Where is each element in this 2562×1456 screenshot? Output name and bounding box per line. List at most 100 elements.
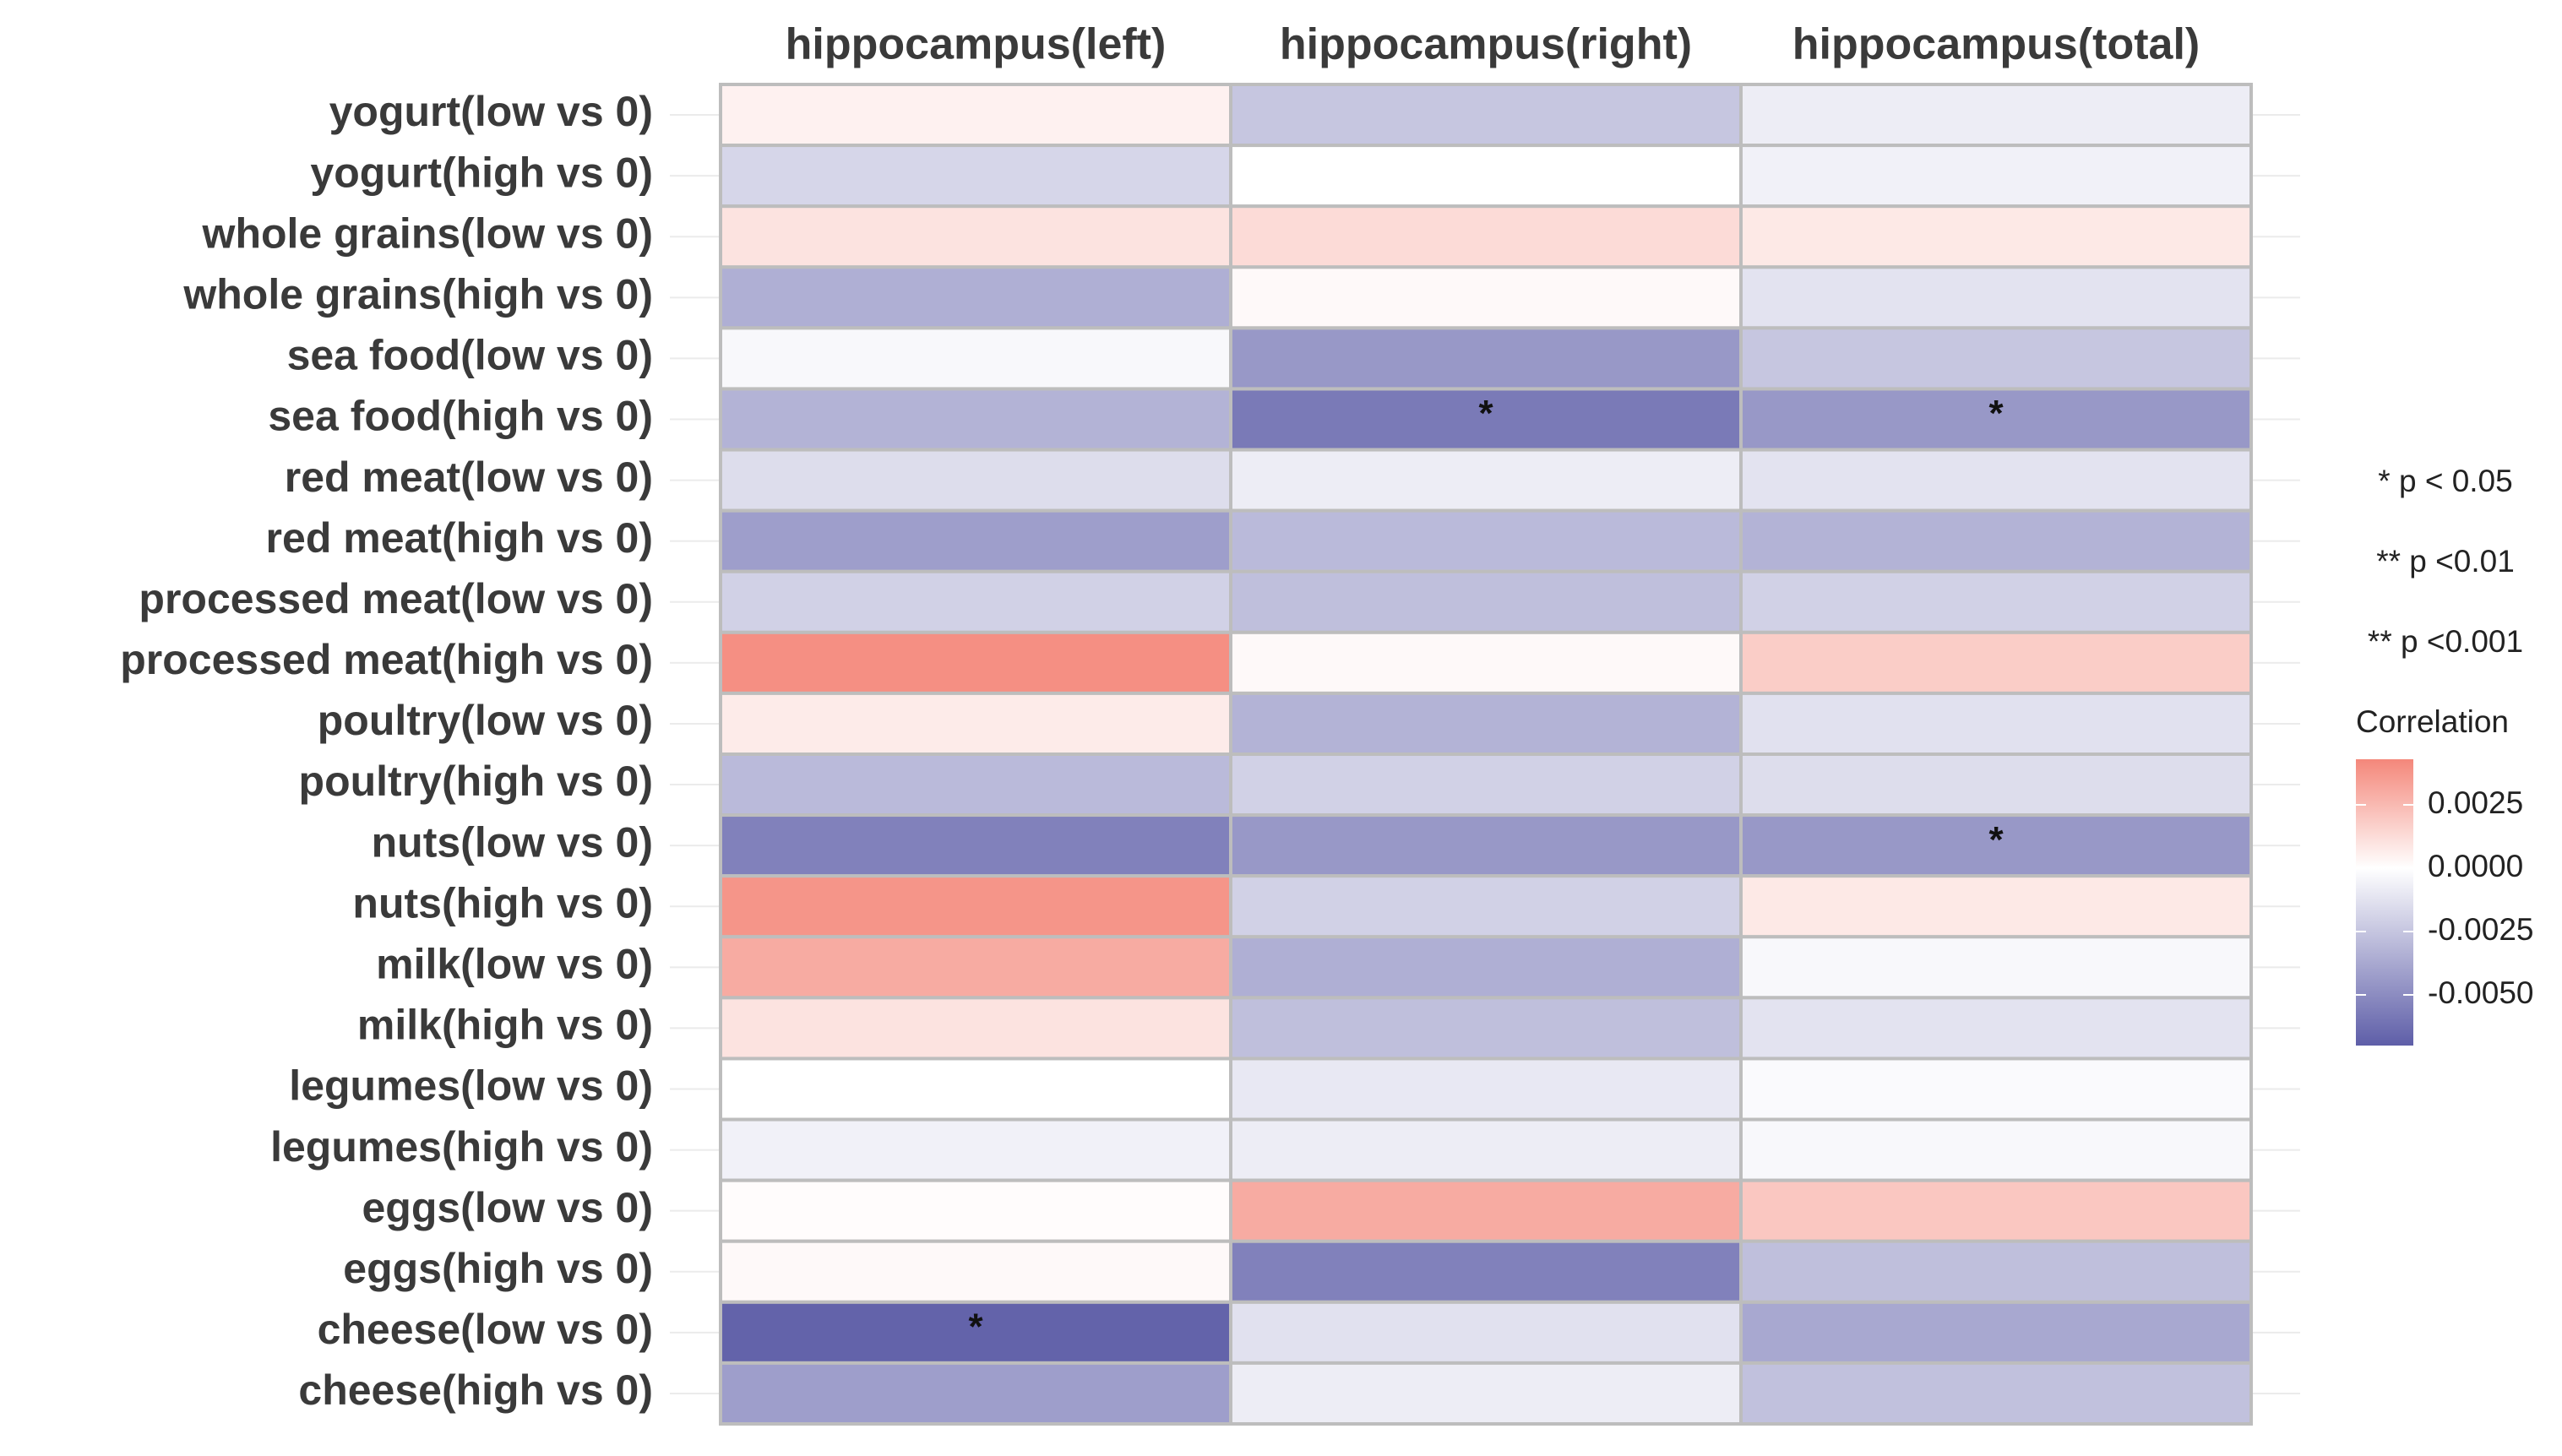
colorbar-tick-label: -0.0050 — [2428, 975, 2534, 1010]
heatmap-cell — [719, 630, 1232, 695]
heatmap-cell — [1739, 630, 2253, 695]
row-label: milk(low vs 0) — [376, 941, 653, 988]
heatmap-cell — [1229, 1361, 1743, 1426]
legend-title: Correlation — [2356, 704, 2509, 739]
heatmap-cell — [719, 448, 1232, 513]
heatmap-cell — [1229, 630, 1743, 695]
row-label: red meat(high vs 0) — [266, 514, 653, 562]
row-label: milk(high vs 0) — [357, 1002, 653, 1049]
heatmap-cell — [1739, 752, 2253, 818]
heatmap-cell — [1229, 691, 1743, 757]
heatmap-cell — [1229, 569, 1743, 634]
heatmap-cell — [1739, 569, 2253, 634]
heatmap-cell — [1229, 144, 1743, 209]
row-label: processed meat(high vs 0) — [120, 636, 653, 683]
heatmap-cell — [1739, 326, 2253, 391]
row-label: yogurt(high vs 0) — [310, 149, 653, 196]
heatmap-cell — [719, 1300, 1232, 1365]
heatmap-cell — [1229, 83, 1743, 148]
heatmap-cell — [719, 1178, 1232, 1243]
heatmap-cell — [1229, 935, 1743, 1000]
heatmap-cell — [1739, 448, 2253, 513]
heatmap-cell — [719, 691, 1232, 757]
row-label: cheese(high vs 0) — [298, 1366, 653, 1414]
heatmap-cell — [719, 326, 1232, 391]
heatmap-cell — [1739, 1178, 2253, 1243]
heatmap-cell — [1229, 326, 1743, 391]
colorbar — [2356, 759, 2413, 1046]
heatmap-cell — [1229, 874, 1743, 939]
heatmap-cell — [1229, 448, 1743, 513]
row-label: nuts(high vs 0) — [352, 879, 653, 926]
significance-legend: ** p <0.001 — [2368, 624, 2523, 659]
row-label: nuts(low vs 0) — [372, 818, 653, 866]
heatmap-cell — [1739, 508, 2253, 573]
heatmap-cell — [1739, 874, 2253, 939]
row-label: red meat(low vs 0) — [285, 454, 653, 501]
heatmap-cell — [1229, 1117, 1743, 1182]
colorbar-tick-label: 0.0025 — [2428, 785, 2523, 820]
row-label: poultry(low vs 0) — [318, 697, 653, 744]
heatmap-cell — [1229, 1300, 1743, 1365]
heatmap-cell — [1229, 1057, 1743, 1122]
heatmap-cell — [1739, 204, 2253, 269]
heatmap-cell — [1229, 996, 1743, 1061]
heatmap-cell — [719, 874, 1232, 939]
row-label: sea food(high vs 0) — [268, 393, 653, 440]
heatmap-cell — [1229, 813, 1743, 878]
heatmap-cell — [1229, 1178, 1743, 1243]
row-label: yogurt(low vs 0) — [329, 88, 653, 135]
row-label: legumes(high vs 0) — [270, 1123, 653, 1171]
heatmap-cell — [719, 1239, 1232, 1304]
heatmap-cell — [1739, 83, 2253, 148]
heatmap-cell — [719, 144, 1232, 209]
row-label: whole grains(low vs 0) — [202, 209, 653, 257]
heatmap-cell — [1229, 204, 1743, 269]
column-label: hippocampus(left) — [786, 20, 1167, 69]
row-label: whole grains(high vs 0) — [182, 271, 653, 318]
heatmap-cell — [1739, 1057, 2253, 1122]
heatmap-cell — [719, 813, 1232, 878]
row-label: poultry(high vs 0) — [299, 758, 653, 805]
significance-mark: * — [1988, 393, 2004, 434]
heatmap-cell — [719, 1361, 1232, 1426]
significance-mark: * — [968, 1306, 983, 1347]
significance-legend: * p < 0.05 — [2378, 464, 2512, 498]
heatmap-cell — [719, 1117, 1232, 1182]
heatmap-cell — [1739, 996, 2253, 1061]
column-label: hippocampus(right) — [1280, 20, 1692, 69]
heatmap-cell — [719, 387, 1232, 452]
row-label: eggs(high vs 0) — [343, 1245, 653, 1292]
row-label: cheese(low vs 0) — [318, 1306, 653, 1353]
heatmap-cell — [1739, 265, 2253, 330]
significance-mark: * — [1988, 819, 2004, 861]
heatmap-cell — [1739, 1361, 2253, 1426]
colorbar-tick-label: -0.0025 — [2428, 912, 2534, 947]
heatmap-cell — [1739, 691, 2253, 757]
significance-legend: ** p <0.01 — [2376, 544, 2515, 579]
heatmap-cell — [719, 996, 1232, 1061]
heatmap-cell — [1739, 1300, 2253, 1365]
colorbar-tick-label: 0.0000 — [2428, 849, 2523, 883]
heatmap-cell — [1229, 752, 1743, 818]
heatmap-cell — [1739, 935, 2253, 1000]
heatmap-cell — [1229, 265, 1743, 330]
heatmap-cell — [719, 204, 1232, 269]
significance-mark: * — [1478, 393, 1493, 434]
heatmap-cell — [719, 83, 1232, 148]
heatmap-cell — [719, 1057, 1232, 1122]
heatmap-cell — [1229, 1239, 1743, 1304]
heatmap-cell — [719, 508, 1232, 573]
row-label: legumes(low vs 0) — [289, 1062, 653, 1110]
heatmap-cell — [1739, 1117, 2253, 1182]
heatmap-cell — [719, 752, 1232, 818]
heatmap-cell — [719, 569, 1232, 634]
heatmap-cell — [1739, 144, 2253, 209]
row-label: eggs(low vs 0) — [362, 1184, 653, 1231]
row-label: processed meat(low vs 0) — [139, 575, 653, 622]
heatmap-cell — [719, 935, 1232, 1000]
heatmap-cell — [1739, 1239, 2253, 1304]
heatmap-cell — [719, 265, 1232, 330]
row-label: sea food(low vs 0) — [287, 332, 653, 379]
